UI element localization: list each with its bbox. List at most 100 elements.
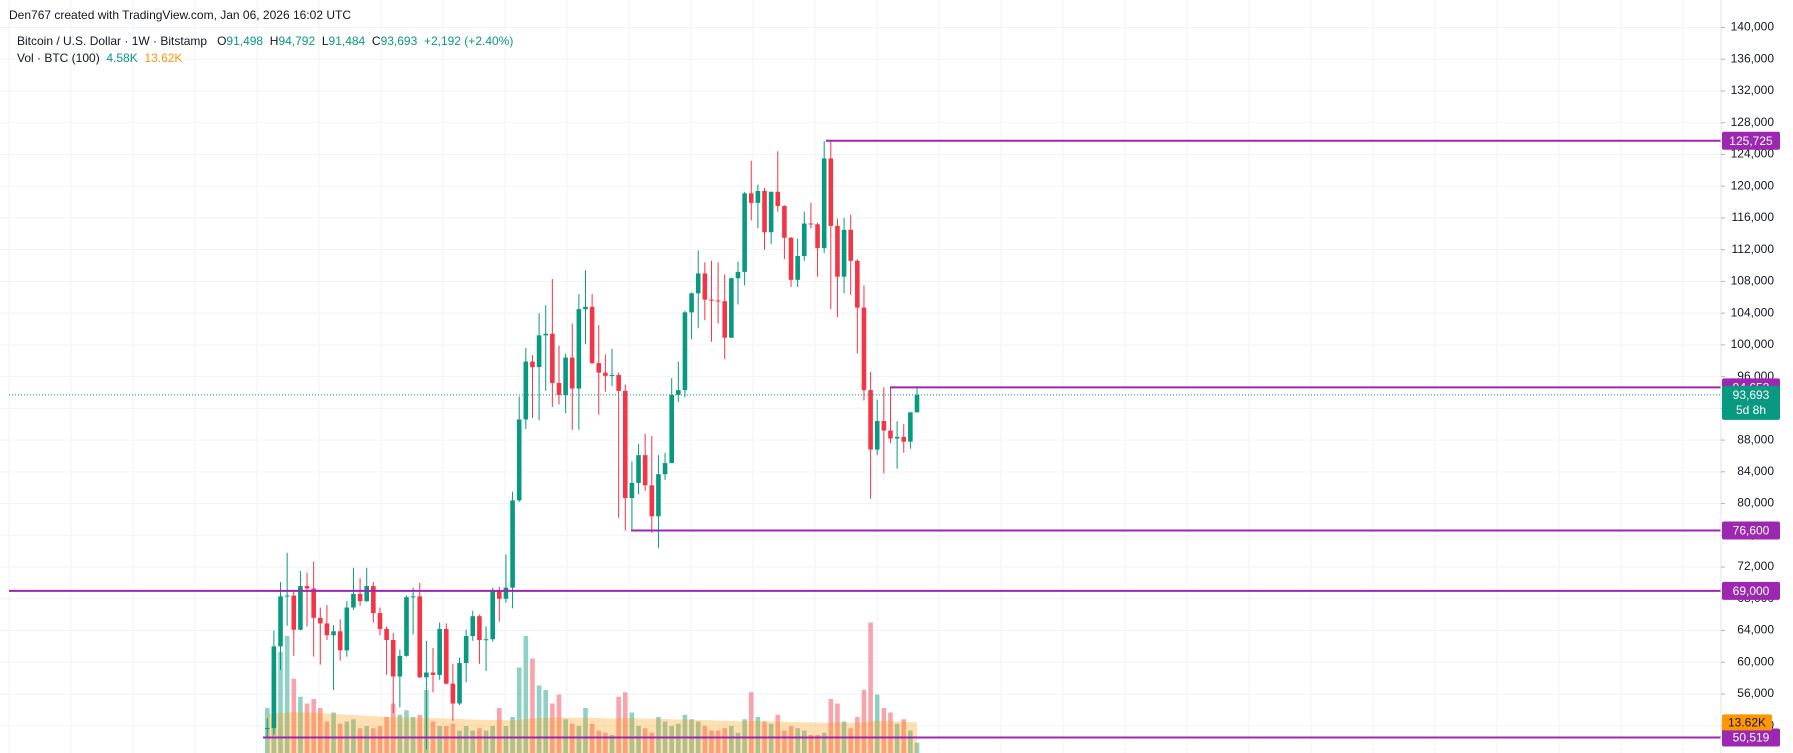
volume-bar bbox=[463, 726, 469, 753]
volume-bar bbox=[318, 708, 323, 753]
volume-bar bbox=[735, 732, 741, 753]
volume-bar bbox=[371, 728, 376, 753]
volume-ma-area bbox=[267, 712, 917, 753]
volume-bar bbox=[848, 728, 853, 753]
candle-body bbox=[649, 485, 655, 517]
volume-bar bbox=[709, 730, 714, 753]
volume-bar bbox=[298, 696, 303, 753]
y-tick-label: 60,000 bbox=[1737, 654, 1774, 668]
attribution: Den767 created with TradingView.com, Jan… bbox=[9, 8, 351, 22]
candle-body bbox=[278, 596, 283, 647]
candle-body bbox=[901, 436, 907, 442]
y-tick-label: 56,000 bbox=[1737, 686, 1774, 700]
candle-body bbox=[689, 293, 694, 313]
volume-bar bbox=[788, 726, 794, 753]
candle-body bbox=[390, 640, 396, 677]
volume-bar bbox=[351, 719, 356, 753]
candle-body bbox=[821, 158, 827, 249]
last-price-bg bbox=[1722, 385, 1780, 420]
candle-body bbox=[815, 224, 820, 249]
y-tick-label: 124,000 bbox=[1731, 147, 1775, 161]
ohlc-value: 91,484 bbox=[328, 34, 366, 48]
volume-bar bbox=[523, 636, 529, 753]
candle-body bbox=[682, 312, 688, 391]
volume-bar bbox=[821, 732, 827, 753]
y-tick-label: 116,000 bbox=[1732, 210, 1775, 224]
candle-body bbox=[801, 223, 807, 257]
candle-body bbox=[656, 474, 661, 517]
volume-bar bbox=[563, 719, 568, 753]
volume-bar bbox=[497, 708, 502, 753]
candle-body bbox=[908, 412, 913, 442]
volume-ma-label-bg bbox=[1722, 714, 1772, 731]
volume-bar bbox=[622, 692, 628, 753]
candle-body bbox=[835, 225, 840, 277]
volume-bar bbox=[437, 726, 442, 753]
volume-bar bbox=[682, 714, 688, 753]
candle-body bbox=[828, 158, 834, 226]
candle-body bbox=[702, 273, 708, 300]
candle-body bbox=[609, 375, 615, 377]
candle-body bbox=[271, 646, 277, 729]
candle-body bbox=[344, 607, 350, 651]
volume-bar bbox=[808, 735, 814, 753]
y-tick-label: 80,000 bbox=[1737, 496, 1774, 510]
candle-body bbox=[695, 273, 701, 294]
candle-body bbox=[888, 430, 893, 439]
candle-body bbox=[318, 617, 323, 624]
volume-bar bbox=[603, 732, 608, 753]
candle-body bbox=[337, 631, 343, 651]
candle-body bbox=[583, 306, 588, 310]
candle-body bbox=[536, 335, 542, 368]
candle-body bbox=[874, 421, 880, 450]
candle-body bbox=[550, 333, 555, 383]
y-tick-label: 112,000 bbox=[1732, 242, 1775, 256]
candle-body bbox=[636, 455, 641, 483]
candle-body bbox=[410, 596, 416, 598]
candle-body bbox=[768, 191, 774, 233]
ohlc-value: 93,693 bbox=[380, 34, 418, 48]
volume-bar bbox=[642, 728, 648, 753]
level-label-bg bbox=[1722, 581, 1780, 600]
candle-body bbox=[775, 191, 781, 207]
symbol-title: Bitcoin / U.S. Dollar · 1W · Bitstamp bbox=[17, 34, 208, 48]
volume-bar bbox=[855, 717, 860, 753]
volume-value: 4.58K bbox=[106, 51, 138, 65]
volume-bar bbox=[377, 726, 383, 753]
volume-bar bbox=[782, 730, 787, 753]
candle-body bbox=[351, 594, 356, 608]
candle-body bbox=[424, 672, 429, 678]
ohlc-key: C bbox=[371, 34, 381, 48]
candle-body bbox=[523, 361, 529, 420]
candle-body bbox=[477, 616, 482, 641]
volume-bar bbox=[748, 692, 754, 753]
y-tick-label: 136,000 bbox=[1731, 51, 1775, 65]
volume-bar bbox=[596, 730, 602, 753]
level-label-bg bbox=[1722, 131, 1780, 150]
volume-bar bbox=[384, 717, 389, 753]
volume-bar bbox=[702, 726, 708, 753]
candle-body bbox=[371, 586, 376, 614]
candle-body bbox=[855, 260, 860, 308]
y-tick-label: 120,000 bbox=[1731, 178, 1775, 192]
volume-bar bbox=[629, 712, 635, 753]
candle-body bbox=[762, 190, 767, 233]
candle-body bbox=[603, 372, 608, 376]
y-tick-label: 140,000 bbox=[1731, 20, 1775, 34]
volume-bar bbox=[278, 651, 283, 753]
candle-body bbox=[417, 596, 423, 678]
candle-body bbox=[676, 390, 681, 395]
volume-bar bbox=[510, 717, 515, 753]
candle-body bbox=[662, 463, 668, 475]
volume-bar bbox=[868, 622, 873, 753]
volume-bar bbox=[775, 714, 781, 753]
y-tick-label: 108,000 bbox=[1731, 274, 1775, 288]
volume-bar bbox=[715, 730, 721, 753]
candle-body bbox=[894, 436, 900, 439]
candle-body bbox=[755, 190, 761, 203]
volume-bar bbox=[901, 719, 907, 753]
candle-body bbox=[311, 588, 316, 618]
ohlc-key: H bbox=[269, 34, 279, 48]
volume-bar bbox=[689, 719, 694, 753]
volume-bar bbox=[609, 735, 615, 753]
